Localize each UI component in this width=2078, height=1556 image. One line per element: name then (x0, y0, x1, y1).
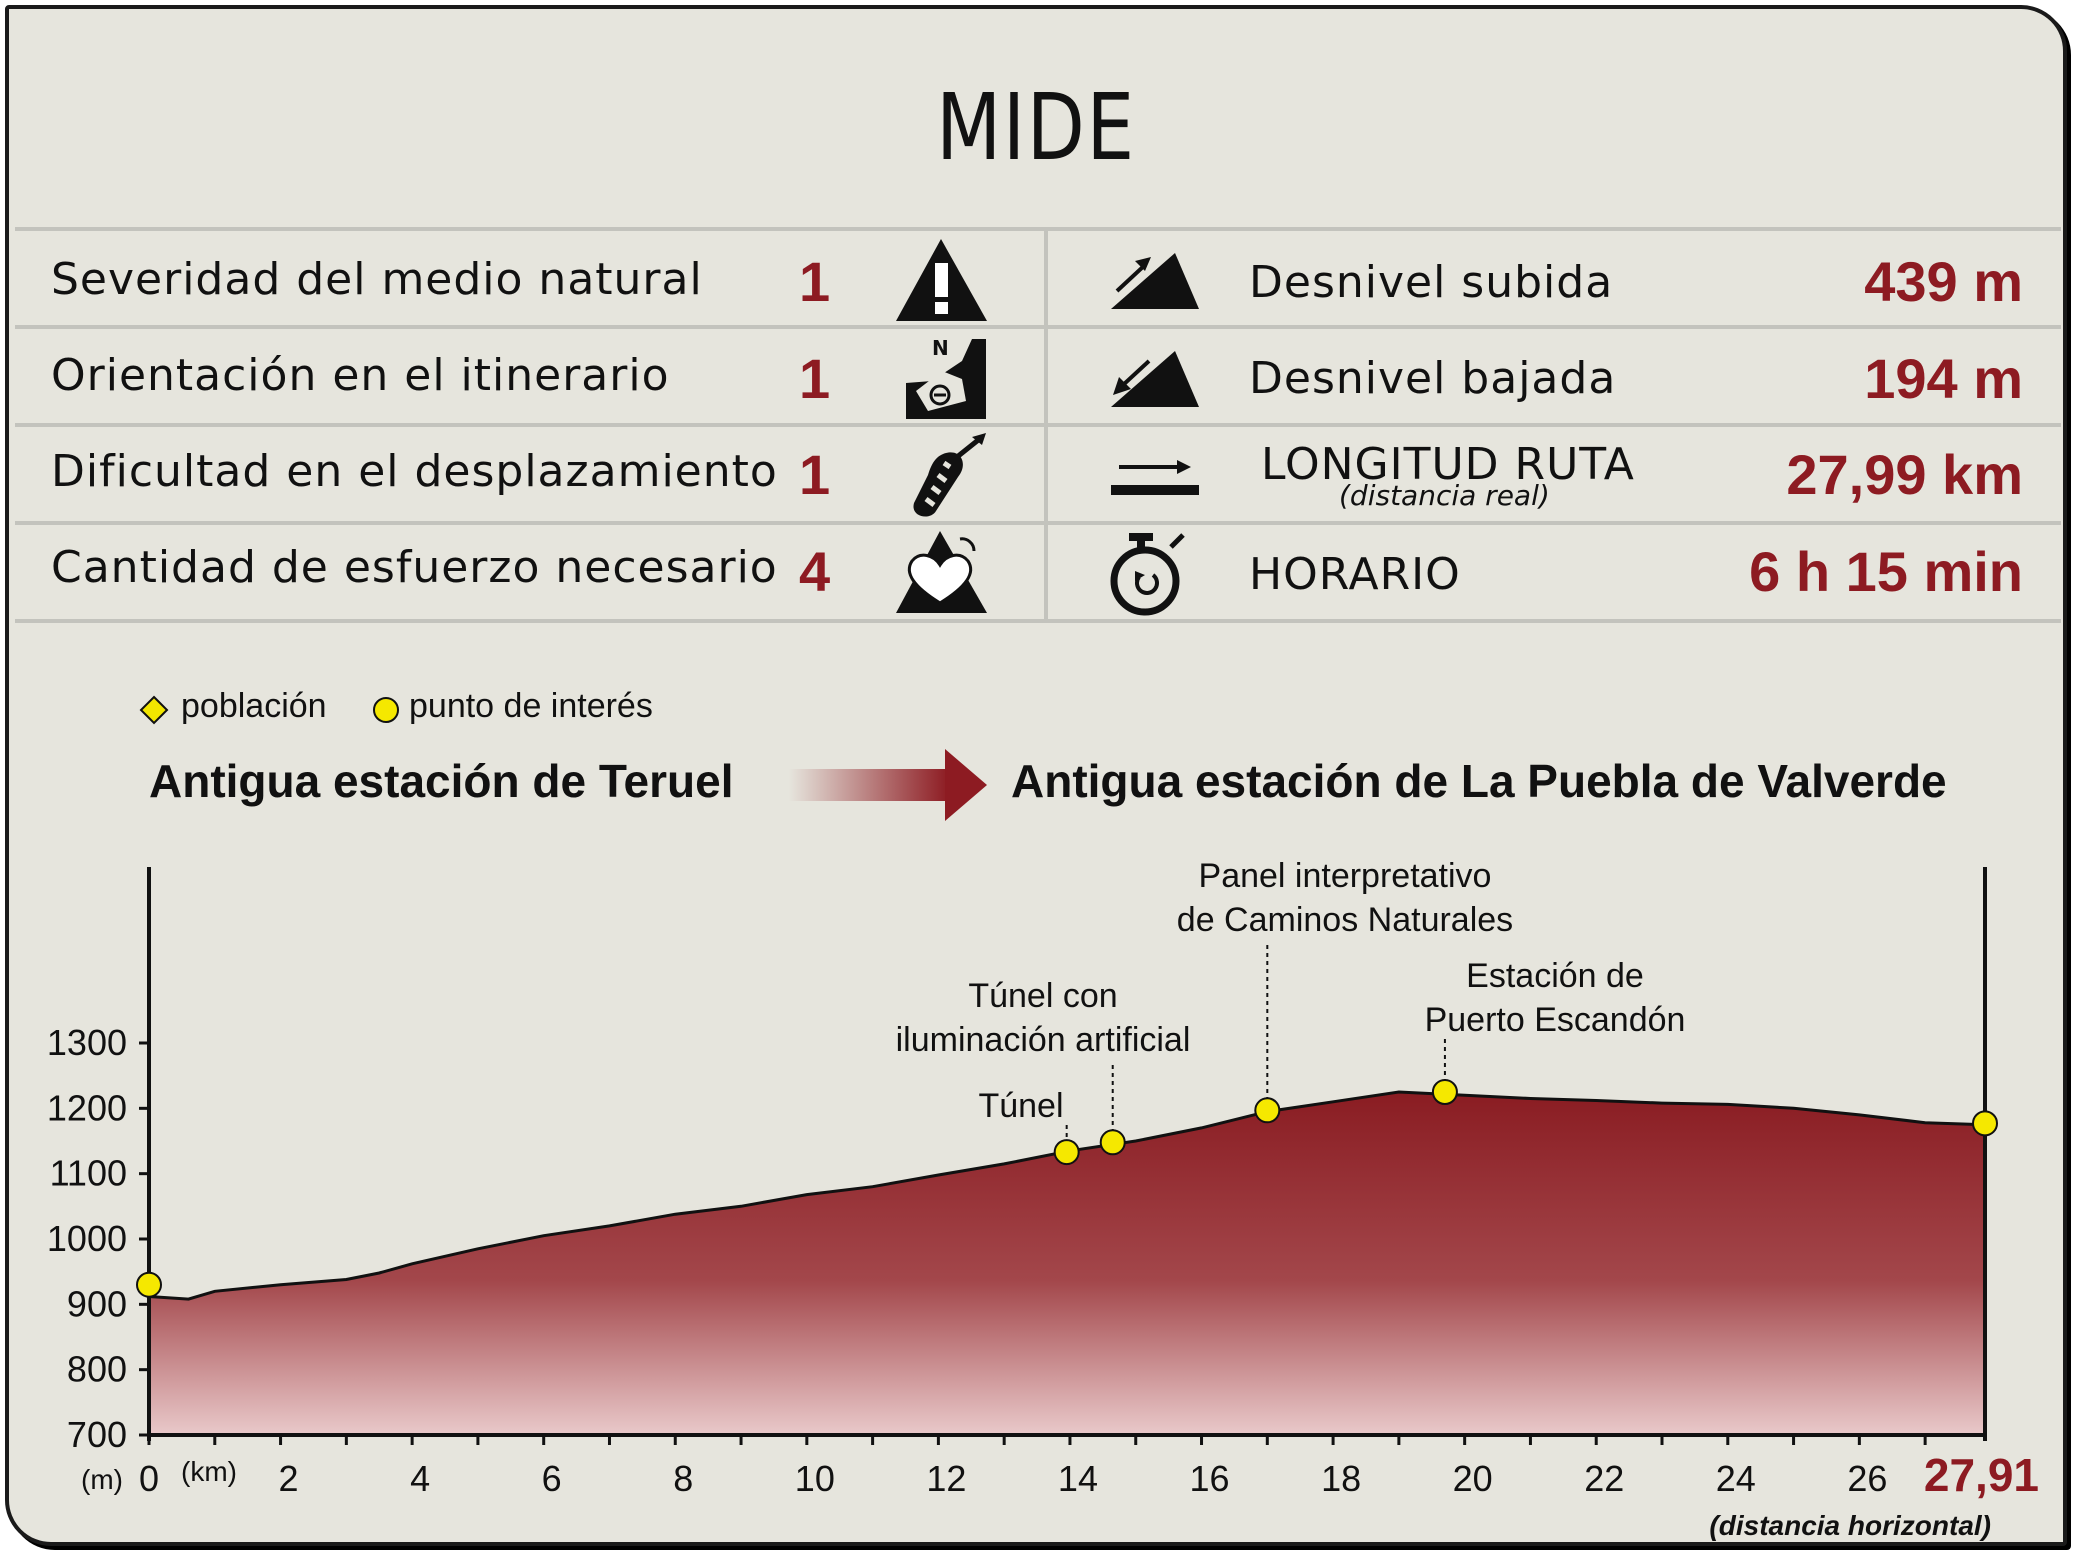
divider (15, 325, 2061, 329)
distance-arrow-icon (1111, 460, 1199, 495)
mide-label-orientacion: Orientación en el itinerario (51, 350, 670, 401)
page-title: MIDE (936, 74, 1136, 181)
annotation-estacion-line2: Puerto Escandón (1425, 1001, 1686, 1039)
annotation-tunel: Túnel (978, 1087, 1063, 1125)
divider (15, 521, 2061, 525)
x-tick-label: 24 (1716, 1458, 1756, 1499)
divider (15, 227, 2061, 231)
mide-card: MIDE Severidad del medio natural 1 Orien… (5, 5, 2067, 1546)
x-tick-label: 8 (673, 1458, 693, 1499)
x-tick-label: 2 (279, 1458, 299, 1499)
stopwatch-icon (1110, 533, 1185, 616)
mide-value-orientacion: 1 (799, 347, 831, 410)
poi-marker-icon (373, 697, 399, 723)
mide-value-esfuerzo: 4 (799, 540, 831, 603)
elevation-line (148, 1090, 1986, 1301)
mide-value-desplazamiento: 1 (799, 443, 831, 506)
elevation-area (149, 1092, 1985, 1435)
heart-mountain-icon (896, 531, 987, 613)
y-tick-label: 1200 (47, 1087, 127, 1128)
route-start: Antigua estación de Teruel (149, 755, 734, 807)
stat-label-bajada: Desnivel bajada (1249, 353, 1617, 404)
stat-label-subida: Desnivel subida (1249, 257, 1614, 308)
y-tick-label: 1100 (50, 1153, 127, 1194)
footprint-icon (913, 433, 986, 517)
y-tick-label: 900 (67, 1283, 127, 1324)
stat-label-longitud: LONGITUD RUTA (1261, 439, 1635, 490)
x-unit-label: (km) (181, 1456, 237, 1487)
annotation-panel-line2: de Caminos Naturales (1177, 901, 1513, 939)
x-tick-label: 26 (1847, 1458, 1887, 1499)
elevation-profile-chart: 0 2 4 6 8 10 12 14 16 18 20 22 24 2670080090010001100… (47, 857, 2039, 1541)
x-tick-label: 14 (1058, 1458, 1098, 1499)
mide-label-desplazamiento: Dificultad en el desplazamiento (51, 446, 778, 497)
warning-mountain-icon (896, 239, 987, 321)
poi-point (1254, 1097, 1281, 1124)
stat-value-subida: 439 m (1864, 250, 2023, 313)
stat-value-bajada: 194 m (1864, 347, 2023, 410)
y-tick-label: 1300 (47, 1022, 127, 1063)
poi-point (1431, 1079, 1458, 1105)
stat-label-horario: HORARIO (1249, 549, 1461, 600)
x-tick-label: 22 (1584, 1458, 1624, 1499)
legend-poi-label: punto de interés (409, 687, 653, 725)
annotation-panel-line1: Panel interpretativo (1199, 857, 1492, 895)
x-tick-label: 18 (1321, 1458, 1361, 1499)
x-tick-label: 20 (1453, 1458, 1493, 1499)
mide-label-esfuerzo: Cantidad de esfuerzo necesario (51, 542, 778, 593)
divider (1044, 227, 1048, 623)
x-note: (distancia horizontal) (1709, 1510, 1991, 1541)
mide-label-severidad: Severidad del medio natural (51, 254, 703, 305)
stat-value-longitud: 27,99 km (1786, 443, 2023, 506)
divider (15, 619, 2061, 623)
annotation-estacion-line1: Estación de (1466, 957, 1644, 995)
direction-arrow-icon (789, 749, 987, 821)
x-tick-label: 6 (542, 1458, 562, 1499)
x-tick-label: 4 (410, 1458, 430, 1499)
compass-map-icon: N (906, 336, 986, 419)
mide-value-severidad: 1 (799, 250, 831, 313)
poi-point (1972, 1110, 1998, 1137)
y-unit-label: (m) (81, 1464, 123, 1495)
legend-town-label: población (181, 687, 327, 725)
ascent-icon (1111, 253, 1199, 309)
route-end: Antigua estación de La Puebla de Valverd… (1011, 755, 1947, 807)
stat-sublabel-longitud: (distancia real) (1339, 479, 1550, 512)
divider (15, 423, 2061, 427)
y-tick-label: 1000 (47, 1218, 127, 1259)
town-marker-icon (139, 695, 169, 725)
svg-text:N: N (932, 336, 949, 360)
x-tick-label: 0 (139, 1458, 159, 1499)
y-tick-label: 800 (67, 1349, 127, 1390)
poi-point (1099, 1129, 1126, 1156)
x-tick-label: 10 (795, 1458, 835, 1499)
descent-icon (1111, 351, 1199, 407)
x-end-label: 27,91 (1924, 1449, 2039, 1501)
x-tick-label: 12 (926, 1458, 966, 1499)
y-tick-label: 700 (67, 1414, 127, 1455)
annotation-tunel-luz-line1: Túnel con (968, 977, 1117, 1015)
stat-value-horario: 6 h 15 min (1749, 540, 2023, 603)
annotation-tunel-luz-line2: iluminación artificial (896, 1021, 1191, 1059)
town-point (136, 1271, 162, 1298)
x-tick-label: 16 (1190, 1458, 1230, 1499)
poi-point (1053, 1139, 1080, 1166)
